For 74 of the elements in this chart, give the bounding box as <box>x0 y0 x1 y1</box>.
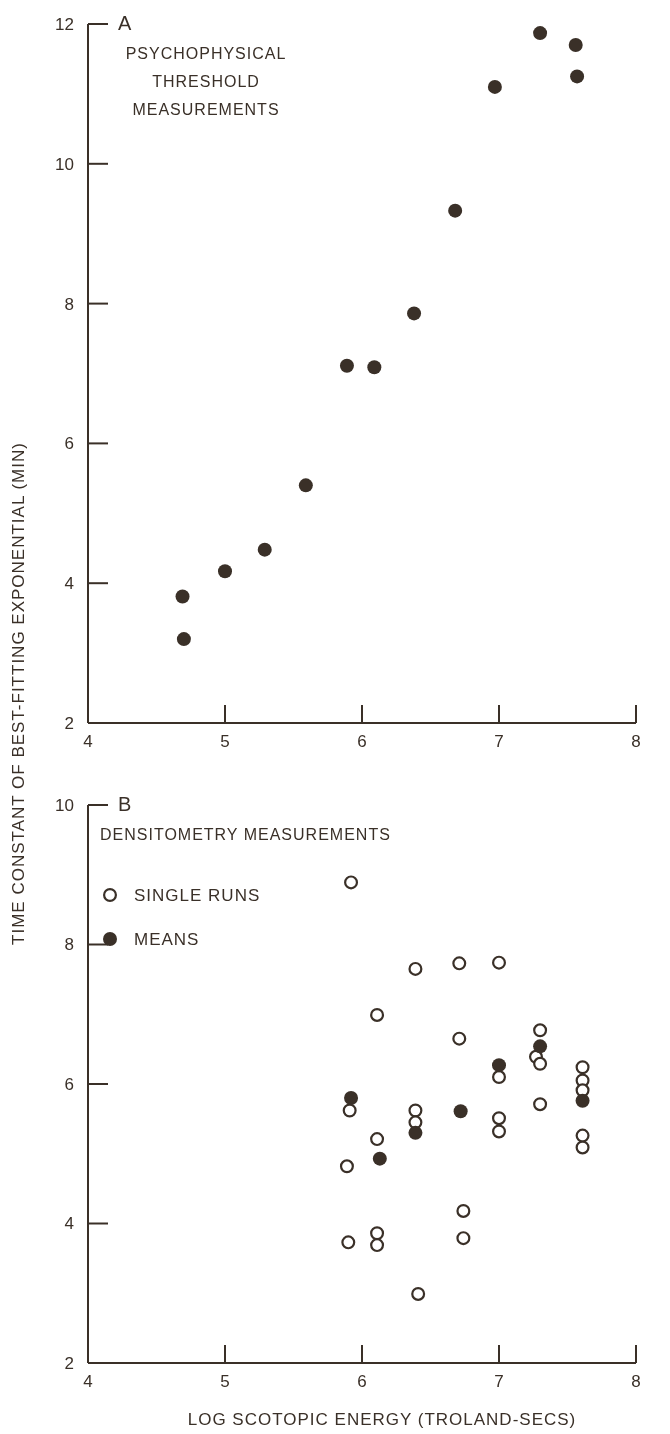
point <box>372 1151 387 1166</box>
point <box>533 26 548 41</box>
y-tick-label: 4 <box>64 574 74 594</box>
point <box>298 478 313 493</box>
point <box>533 1039 548 1054</box>
y-tick-label: 2 <box>64 1353 74 1373</box>
point <box>370 1132 385 1147</box>
point <box>575 1060 590 1075</box>
text: DENSITOMETRY MEASUREMENTS <box>100 826 391 843</box>
point <box>339 1159 354 1174</box>
point <box>492 1124 506 1139</box>
y-tick-label: 10 <box>55 795 74 815</box>
point <box>492 955 506 970</box>
point <box>492 1058 506 1073</box>
point <box>408 1103 423 1118</box>
chart-title: B <box>118 793 132 815</box>
y-tick-label: 4 <box>64 1214 74 1234</box>
x-axis-title: LOG SCOTOPIC ENERGY (TROLAND-SECS) <box>187 1410 577 1429</box>
point <box>411 1286 426 1301</box>
y-tick-label: 8 <box>64 935 74 955</box>
x-tick-label: 4 <box>83 1372 93 1391</box>
point <box>408 1125 423 1140</box>
point <box>575 1140 590 1155</box>
legend-label: SINGLE RUNS <box>134 885 261 905</box>
x-tick-label: 8 <box>631 732 641 751</box>
x-tick-label: 7 <box>494 732 504 751</box>
y-tick-label: 6 <box>64 434 74 454</box>
x-tick-label: 5 <box>220 732 230 751</box>
point <box>533 1097 548 1112</box>
point <box>456 1231 471 1246</box>
point <box>257 542 272 557</box>
legend-label: MEANS <box>134 929 200 949</box>
point <box>487 79 502 94</box>
point <box>370 1238 385 1253</box>
point <box>408 961 423 976</box>
point <box>575 1128 590 1143</box>
x-tick-label: 6 <box>357 1372 367 1391</box>
x-tick-label: 5 <box>220 1372 230 1391</box>
point <box>456 1203 471 1218</box>
y-tick-label: 6 <box>64 1074 74 1094</box>
y-tick-label: 8 <box>64 294 74 314</box>
x-tick-label: 6 <box>357 732 367 751</box>
y-axis-title: TIME CONSTANT OF BEST-FITTING EXPONENTIAL (MIN) <box>9 442 28 945</box>
point <box>568 37 583 52</box>
y-tick-label: 10 <box>55 154 74 174</box>
point <box>218 564 232 579</box>
point <box>176 632 191 647</box>
point <box>492 1111 506 1126</box>
point <box>344 875 359 890</box>
x-tick-label: 8 <box>631 1372 641 1391</box>
point <box>453 1104 468 1119</box>
point <box>448 203 463 218</box>
point <box>367 360 382 375</box>
x-tick-label: 7 <box>494 1372 504 1391</box>
point <box>342 1103 357 1118</box>
point <box>533 1023 548 1038</box>
point <box>370 1007 385 1022</box>
point <box>341 1235 356 1250</box>
chart-title: A <box>118 12 132 34</box>
point <box>407 306 422 321</box>
x-tick-label: 4 <box>83 732 93 751</box>
point <box>175 589 190 604</box>
point <box>575 1093 590 1108</box>
point <box>570 69 585 84</box>
point <box>452 956 467 971</box>
point <box>370 1226 385 1241</box>
text: PSYCHOPHYSICAL THRESHOLD MEASUREMENTS <box>125 45 287 118</box>
point <box>533 1056 548 1071</box>
point <box>339 358 354 373</box>
point <box>452 1031 467 1046</box>
point <box>344 1090 359 1105</box>
y-tick-label: 2 <box>64 713 74 733</box>
point <box>492 1070 506 1085</box>
y-tick-label: 12 <box>55 14 74 34</box>
